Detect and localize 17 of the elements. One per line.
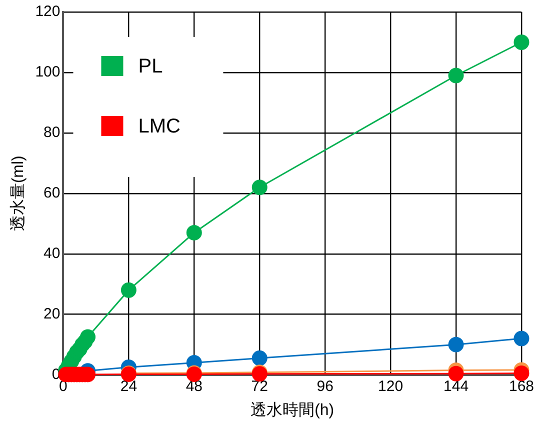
x-tick-label: 168: [508, 378, 534, 395]
y-axis-title: 透水量(ml): [9, 156, 28, 232]
legend-label: LMC: [138, 116, 180, 138]
y-tick-label: 80: [44, 124, 60, 142]
y-tick-label: 40: [44, 245, 60, 262]
legend-label: PL: [138, 56, 163, 78]
x-tick-label: 72: [251, 378, 268, 395]
y-tick-label: 100: [35, 64, 60, 81]
x-axis-title: 透水時間(h): [250, 400, 334, 419]
x-tick-label: 144: [444, 378, 469, 395]
x-tick-label: 120: [378, 378, 404, 395]
x-tick-label: 24: [120, 378, 138, 395]
x-tick-label: 96: [316, 378, 334, 395]
y-tick-label: 20: [44, 305, 60, 322]
y-tick-label: 120: [35, 3, 60, 20]
x-tick-label: 48: [186, 378, 202, 395]
y-tick-label: 60: [44, 184, 60, 202]
